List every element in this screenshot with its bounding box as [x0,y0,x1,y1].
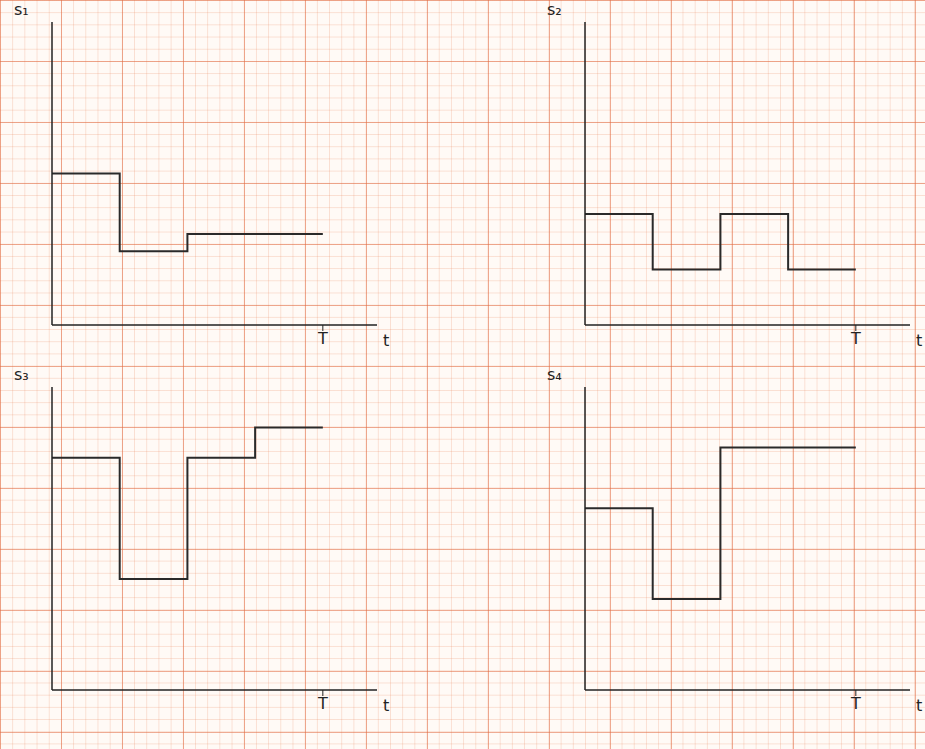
svg-text:s₁: s₁ [14,0,29,19]
svg-text:t: t [916,696,922,715]
svg-text:t: t [383,331,389,350]
svg-text:T: T [850,329,861,348]
svg-text:t: t [383,696,389,715]
svg-text:s₄: s₄ [547,365,562,384]
svg-text:s₂: s₂ [547,0,562,19]
svg-text:T: T [850,694,861,713]
svg-text:T: T [317,329,328,348]
svg-text:s₃: s₃ [14,365,29,384]
svg-text:T: T [317,694,328,713]
svg-text:t: t [916,331,922,350]
